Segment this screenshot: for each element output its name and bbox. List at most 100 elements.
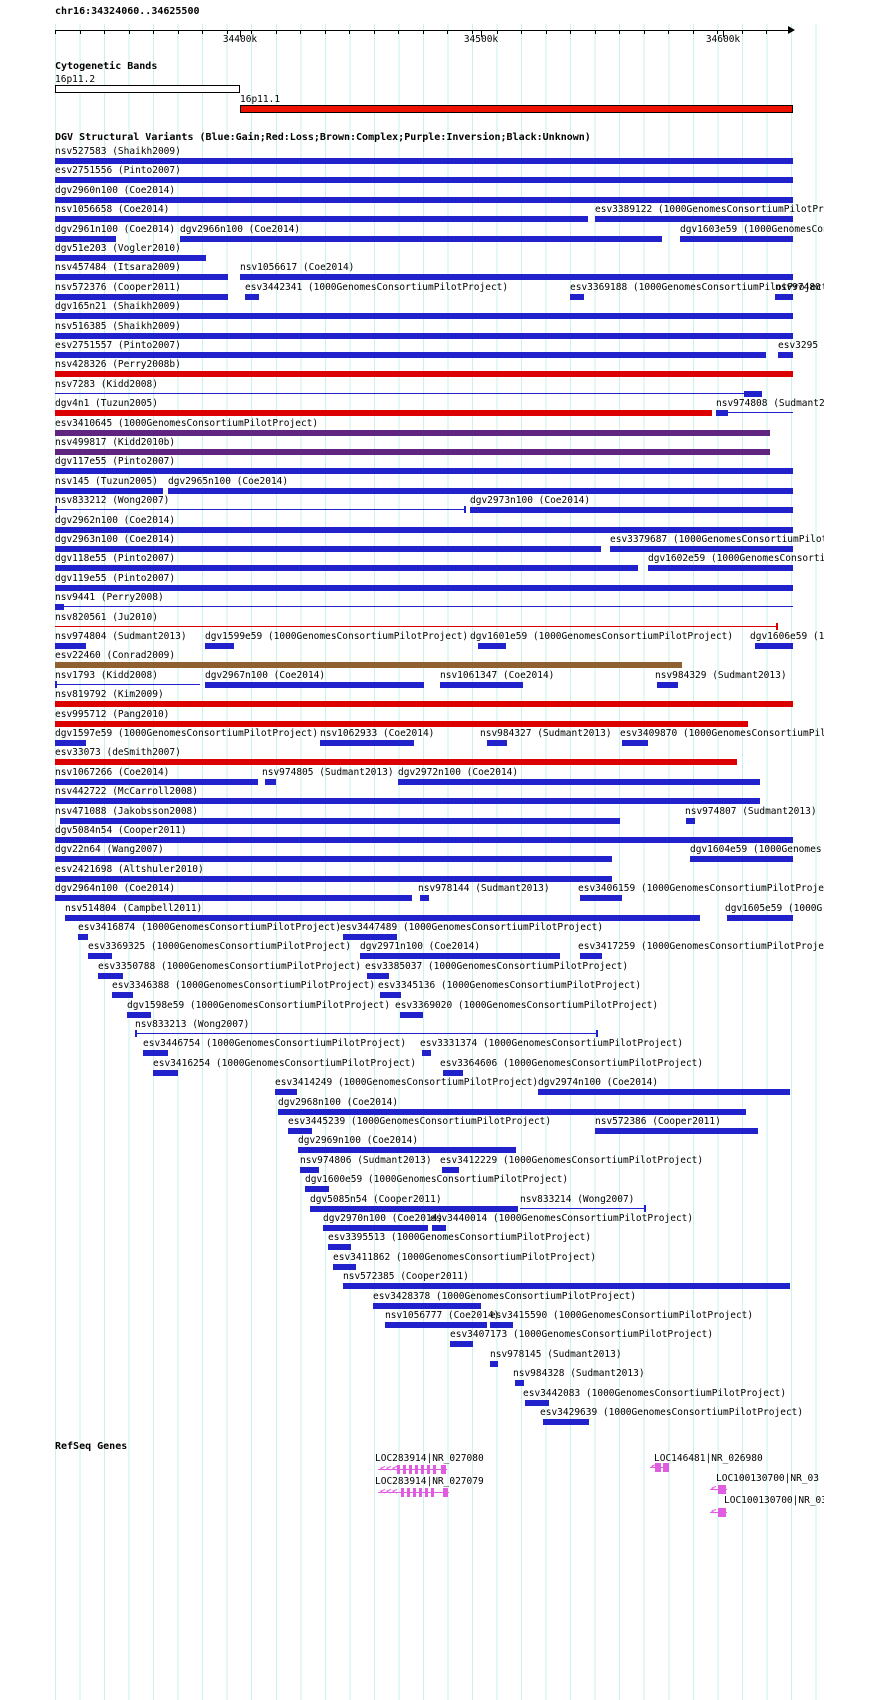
variant-bar[interactable] (55, 584, 793, 591)
gene-exon[interactable] (419, 1488, 422, 1497)
variant-bar[interactable] (55, 274, 228, 281)
variant-label[interactable]: esv3350788 (1000GenomesConsortiumPilotPr… (98, 960, 362, 972)
variant-bar[interactable] (422, 1050, 431, 1057)
variant-bar[interactable] (595, 1128, 758, 1134)
variant-label[interactable]: nsv1062933 (Coe2014) (320, 728, 435, 739)
variant-label[interactable]: nsv7283 (Kidd2008) (55, 378, 158, 390)
variant-bar[interactable] (515, 1380, 524, 1387)
variant-bar[interactable] (775, 293, 793, 300)
variant-label[interactable]: esv3295 (778, 340, 819, 351)
variant-bar[interactable] (55, 216, 588, 223)
variant-bar[interactable] (648, 565, 793, 572)
variant-bar[interactable] (55, 546, 601, 552)
variant-bar[interactable] (343, 934, 397, 940)
gene-exon[interactable] (433, 1465, 436, 1474)
variant-label[interactable]: esv33073 (deSmith2007) (55, 747, 181, 759)
variant-label[interactable]: nsv97480 (775, 281, 821, 293)
variant-label[interactable]: nsv974806 (Sudmant2013) (300, 1154, 432, 1166)
variant-bar[interactable] (305, 1186, 329, 1193)
variant-bar[interactable] (55, 449, 770, 455)
variant-label[interactable]: esv3406159 (1000GenomesConsortiumPilotPr… (578, 883, 824, 895)
variant-bar[interactable] (55, 720, 748, 727)
variant-label[interactable]: nsv514804 (Campbell2011) (65, 902, 203, 914)
variant-bar[interactable] (55, 410, 712, 417)
variant-label[interactable]: esv3369020 (1000GenomesConsortiumPilotPr… (395, 999, 659, 1011)
variant-bar[interactable] (55, 740, 86, 746)
variant-label[interactable]: nsv1056617 (Coe2014) (240, 262, 355, 274)
variant-bar[interactable] (55, 856, 612, 863)
variant-bar[interactable] (373, 1302, 481, 1309)
gene-exon[interactable] (427, 1465, 430, 1474)
variant-label[interactable]: dgv117e55 (Pinto2007) (55, 456, 176, 468)
gene-exon[interactable] (407, 1488, 410, 1497)
variant-label[interactable]: dgv165n21 (Shaikh2009) (55, 301, 181, 313)
variant-label[interactable]: esv3440014 (1000GenomesConsortiumPilotPr… (430, 1213, 694, 1224)
variant-label[interactable]: nsv145 (Tuzun2005) (55, 475, 158, 487)
variant-bar[interactable] (686, 817, 695, 824)
variant-bar[interactable] (55, 643, 86, 649)
gene-exon[interactable] (663, 1463, 669, 1472)
variant-label[interactable]: nsv572385 (Cooper2011) (343, 1271, 469, 1283)
gene-exon[interactable] (403, 1465, 406, 1474)
variant-label[interactable]: esv3346388 (1000GenomesConsortiumPilotPr… (112, 980, 376, 992)
variant-label[interactable]: dgv2961n100 (Coe2014) (55, 223, 176, 235)
variant-label[interactable]: dgv5084n54 (Cooper2011) (55, 825, 187, 836)
variant-bar[interactable] (610, 546, 793, 552)
variant-label[interactable]: dgv1602e59 (1000GenomesConsortiu (648, 553, 824, 565)
variant-bar[interactable] (538, 1089, 790, 1096)
variant-label[interactable]: nsv1061347 (Coe2014) (440, 669, 555, 681)
variant-label[interactable]: nsv572376 (Cooper2011) (55, 281, 181, 293)
variant-bar[interactable] (55, 778, 258, 785)
variant-bar[interactable] (55, 371, 793, 378)
variant-bar[interactable] (333, 1263, 356, 1270)
variant-bar[interactable] (432, 1225, 446, 1231)
variant-label[interactable]: nsv442722 (McCarroll2008) (55, 786, 198, 798)
variant-label[interactable]: dgv1600e59 (1000GenomesConsortiumPilotPr… (305, 1174, 569, 1186)
variant-label[interactable]: esv995712 (Pang2010) (55, 708, 170, 720)
variant-bar[interactable] (400, 1011, 423, 1018)
variant-label[interactable]: esv3345136 (1000GenomesConsortiumPilotPr… (378, 980, 642, 992)
variant-bar[interactable] (55, 895, 412, 902)
variant-bar[interactable] (180, 235, 662, 242)
cytoband-16p11.1[interactable] (240, 105, 793, 113)
variant-bar[interactable] (380, 992, 401, 999)
variant-label[interactable]: esv3364606 (1000GenomesConsortiumPilotPr… (440, 1057, 704, 1069)
variant-bar[interactable] (55, 837, 793, 843)
variant-label[interactable]: dgv1604e59 (1000Genomes (690, 844, 822, 856)
variant-line[interactable] (55, 392, 762, 394)
variant-bar[interactable] (622, 740, 648, 746)
variant-bar[interactable] (55, 196, 793, 203)
variant-bar[interactable] (240, 274, 793, 281)
variant-label[interactable]: dgv2971n100 (Coe2014) (360, 941, 481, 953)
variant-label[interactable]: esv3379687 (1000GenomesConsortiumPilot (610, 534, 824, 545)
variant-line[interactable] (55, 625, 778, 627)
variant-label[interactable]: esv3385037 (1000GenomesConsortiumPilotPr… (365, 960, 629, 972)
gene-exon[interactable] (655, 1463, 661, 1472)
variant-label[interactable]: esv22460 (Conrad2009) (55, 650, 176, 662)
variant-bar[interactable] (398, 778, 760, 785)
variant-label[interactable]: dgv2968n100 (Coe2014) (278, 1096, 399, 1108)
variant-label[interactable]: esv3412229 (1000GenomesConsortiumPilotPr… (440, 1154, 704, 1166)
variant-label[interactable]: dgv1597e59 (1000GenomesConsortiumPilotPr… (55, 728, 319, 739)
variant-bar[interactable] (367, 972, 389, 979)
variant-bar[interactable] (55, 429, 770, 436)
gene-exon[interactable] (397, 1465, 400, 1474)
variant-label[interactable]: nsv457484 (Itsara2009) (55, 262, 181, 274)
variant-label[interactable]: dgv2960n100 (Coe2014) (55, 184, 176, 196)
variant-label[interactable]: nsv1067266 (Coe2014) (55, 766, 170, 778)
variant-bar[interactable] (450, 1341, 473, 1348)
variant-label[interactable]: esv3446754 (1000GenomesConsortiumPilotPr… (143, 1038, 407, 1050)
gene-exon[interactable] (431, 1488, 434, 1497)
variant-bar[interactable] (657, 681, 678, 688)
cytoband-16p11.2[interactable] (55, 85, 240, 93)
variant-bar[interactable] (55, 332, 793, 339)
variant-bar[interactable] (88, 953, 112, 960)
variant-label[interactable]: nsv974808 (Sudmant2 (716, 398, 824, 410)
variant-label[interactable]: nsv471088 (Jakobsson2008) (55, 805, 198, 817)
variant-label[interactable]: esv3395513 (1000GenomesConsortiumPilotPr… (328, 1232, 592, 1244)
variant-label[interactable]: dgv2965n100 (Coe2014) (168, 475, 289, 487)
gene-exon[interactable] (443, 1488, 448, 1497)
variant-label[interactable]: esv3415590 (1000GenomesConsortiumPilotPr… (490, 1310, 754, 1321)
variant-bar[interactable] (343, 1283, 790, 1290)
variant-bar[interactable] (320, 740, 414, 746)
